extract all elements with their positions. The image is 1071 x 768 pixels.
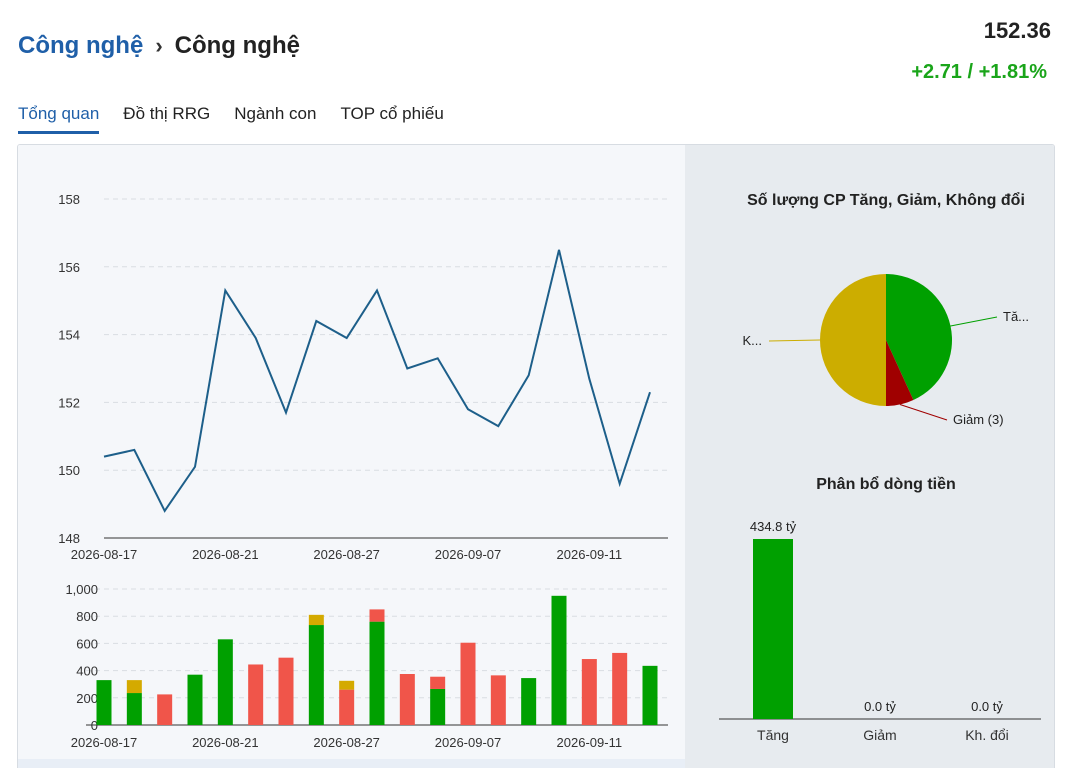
volume-bar-down [430, 676, 446, 689]
volume-bar-up [308, 625, 324, 725]
volume-bar-up [369, 621, 385, 725]
volume-x-tick-label: 2026-08-17 [71, 735, 138, 750]
tab-sub-industries[interactable]: Ngành con [234, 104, 317, 123]
flow-bar-value-label: 0.0 tỷ [864, 699, 896, 714]
volume-bar-down [490, 675, 506, 725]
pie-label-connector [950, 316, 998, 327]
header: Công nghệ › Công nghệ 152.36 +2.71 / +1.… [0, 0, 1071, 100]
flow-bar [753, 539, 793, 719]
volume-x-tick-label: 2026-08-27 [313, 735, 380, 750]
price-x-tick-label: 2026-09-11 [557, 547, 623, 562]
tab-top-stocks[interactable]: TOP cổ phiếu [340, 104, 444, 123]
tab-bar: Tổng quan Đồ thị RRG Ngành con TOP cổ ph… [18, 104, 468, 134]
price-x-tick-label: 2026-09-07 [435, 547, 502, 562]
volume-bar-up [430, 688, 446, 725]
price-x-tick-label: 2026-08-21 [192, 547, 259, 562]
volume-x-tick-label: 2026-09-11 [557, 735, 623, 750]
volume-bar-down [460, 642, 476, 725]
volume-y-tick-label: 800 [76, 609, 98, 624]
volume-y-tick-label: 1,000 [65, 582, 98, 597]
pie-slice [820, 274, 886, 406]
flow-bar-value-label: 0.0 tỷ [971, 699, 1003, 714]
overview-panel: 148 150 152 154 156 158 2026-08-17 2026-08-21 20… [17, 144, 1055, 768]
volume-bar-up [642, 665, 658, 725]
price-y-tick-label: 150 [58, 463, 80, 478]
volume-x-tick-label: 2026-09-07 [435, 735, 502, 750]
price-y-tick-label: 152 [58, 395, 80, 410]
index-price: 152.36 [983, 18, 1051, 43]
pie-slice-label: Tă... [1003, 309, 1029, 324]
volume-bar-down [248, 664, 264, 725]
pie-slice-label: Giảm (3) [953, 412, 1004, 427]
tab-overview[interactable]: Tổng quan [18, 104, 100, 134]
volume-bar-up [126, 693, 142, 725]
flow-category-label: Tăng [757, 727, 789, 743]
volume-bar-neutral [126, 680, 142, 694]
volume-bar-down [399, 674, 415, 725]
chevron-right-icon: › [155, 33, 163, 58]
price-x-tick-label: 2026-08-27 [313, 547, 380, 562]
money-flow-bar-chart: Phân bổ dòng tiền 434.8 tỷ Tăng 0.0 tỷ Giảm 0… [719, 475, 1041, 743]
pie-slice [886, 274, 953, 401]
volume-bar-down [157, 694, 173, 725]
breadth-pie-chart: Số lượng CP Tăng, Giảm, Không đổi Tă... Gi… [742, 191, 1029, 427]
volume-bar-down [612, 652, 628, 725]
flow-chart-title: Phân bổ dòng tiền [816, 475, 956, 493]
volume-bar-up [551, 595, 567, 725]
flow-category-label: Kh. đổi [965, 727, 1009, 743]
pie-chart-title: Số lượng CP Tăng, Giảm, Không đổi [747, 191, 1025, 209]
volume-bar-up [96, 680, 112, 725]
volume-y-tick-label: 600 [76, 636, 98, 651]
volume-bar-down [581, 659, 597, 725]
volume-bar-neutral [339, 680, 355, 690]
volume-bar-down [339, 689, 355, 725]
price-y-tick-label: 154 [58, 328, 80, 343]
pane-footer-strip [18, 759, 685, 768]
breadcrumb-parent-link[interactable]: Công nghệ [18, 32, 144, 59]
volume-bar-up [521, 678, 537, 725]
volume-bar-up [187, 674, 203, 725]
volume-bar-chart: 02004006008001,0002026-08-172026-08-2120… [65, 582, 668, 750]
breadth-pane: Số lượng CP Tăng, Giảm, Không đổi Tă... Gi… [685, 145, 1054, 768]
volume-y-tick-label: 400 [76, 664, 98, 679]
breadcrumb: Công nghệ › Công nghệ [18, 32, 300, 60]
price-y-tick-label: 148 [58, 531, 80, 546]
volume-x-tick-label: 2026-08-21 [192, 735, 259, 750]
price-x-tick-label: 2026-08-17 [71, 547, 138, 562]
price-y-tick-label: 158 [58, 192, 80, 207]
volume-y-tick-label: 200 [76, 691, 98, 706]
price-volume-pane: 148 150 152 154 156 158 2026-08-17 2026-08-21 20… [18, 145, 685, 768]
flow-bar-value-label: 434.8 tỷ [750, 519, 797, 534]
pie-slice [886, 340, 914, 406]
pie-slice-label: K... [742, 333, 762, 348]
volume-bar-down [278, 657, 294, 725]
page-title: Công nghệ [174, 32, 300, 59]
price-series-line [103, 249, 651, 513]
pie-label-connector [768, 339, 821, 342]
volume-bar-up [217, 639, 233, 725]
flow-category-label: Giảm [863, 727, 896, 743]
price-y-tick-label: 156 [58, 260, 80, 275]
index-change: +2.71 / +1.81% [911, 61, 1047, 83]
volume-bar-neutral [308, 614, 324, 626]
pie-label-connector [899, 404, 948, 421]
price-line-chart: 148 150 152 154 156 158 2026-08-17 2026-08-21 20… [58, 192, 668, 562]
volume-bar-down [369, 609, 385, 622]
tab-rrg-chart[interactable]: Đồ thị RRG [123, 104, 211, 123]
